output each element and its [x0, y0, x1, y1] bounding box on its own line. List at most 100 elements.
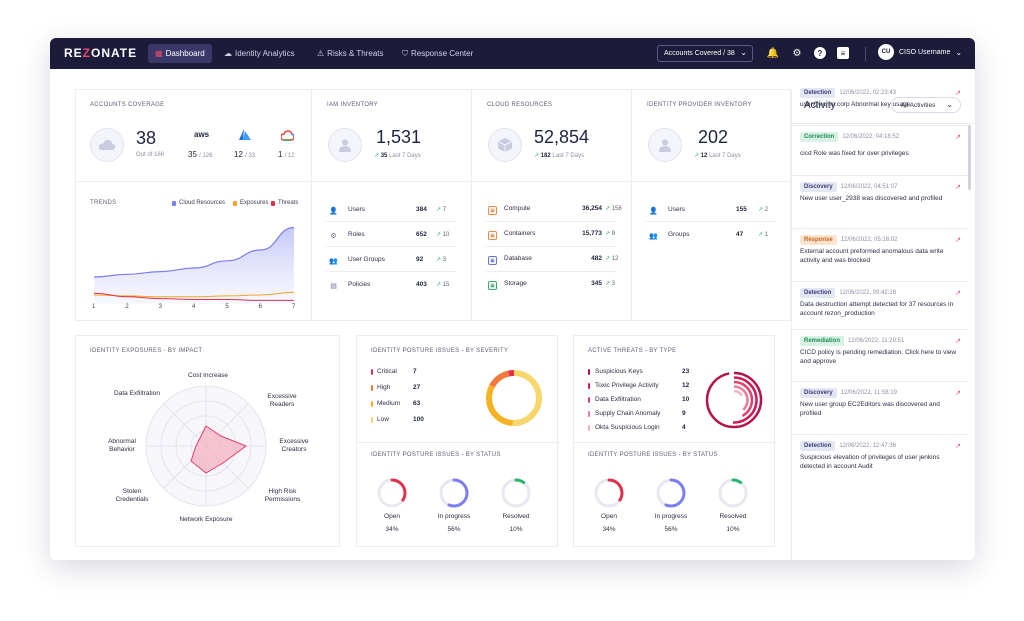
severity-value: 100 — [413, 416, 424, 423]
nav-identity-analytics[interactable]: ☁ Identity Analytics — [224, 49, 295, 58]
severity-donut — [486, 370, 542, 426]
section-title: IAM INVENTORY — [327, 102, 379, 108]
inventory-row-label[interactable]: Containers — [504, 230, 536, 237]
divider — [792, 329, 968, 330]
divider — [486, 221, 616, 222]
inventory-row-value: 47 — [736, 231, 744, 238]
trend-up-icon: ↗ — [694, 153, 700, 159]
donut-segment-critical — [486, 370, 542, 426]
inventory-row-trend: ↗ 158 — [605, 205, 622, 212]
nav-risks-threats[interactable]: ⚠ Risks & Threats — [317, 49, 384, 58]
inventory-row-label[interactable]: Groups — [668, 231, 690, 238]
inventory-row-value: 15,773 — [582, 230, 602, 237]
activity-timestamp: 12/06/2022, 12:47:36 — [839, 443, 897, 449]
section-title: IDENTITY PROVIDER INVENTORY — [647, 102, 752, 108]
external-link-icon[interactable]: ↗ — [955, 184, 961, 191]
status-label[interactable]: Open — [384, 513, 400, 520]
radar-label: High Risk Permissions — [264, 488, 301, 503]
section-title: IDENTITY POSTURE ISSUES - BY STATUS — [371, 452, 501, 458]
activity-item[interactable]: Correction 12/06/2022, 04:18:52 cicd Role … — [800, 132, 960, 159]
inventory-row-label[interactable]: Storage — [504, 280, 527, 287]
inventory-row-label[interactable]: Compute — [504, 205, 531, 212]
activity-timestamp: 12/06/2022, 09:42:28 — [839, 290, 897, 296]
external-link-icon[interactable]: ↗ — [955, 90, 961, 97]
trend-up-icon: ↗ — [374, 153, 380, 159]
inventory-row-label[interactable]: Users — [668, 206, 685, 213]
inventory-row-trend: ↗ 2 — [758, 206, 768, 213]
threat-label[interactable]: Data Exfiltration — [595, 396, 641, 403]
activity-item-header: Detection 12/06/2022, 02:23:43 — [800, 88, 960, 99]
threat-label[interactable]: Supply Chain Anomaly — [595, 410, 661, 417]
external-link-icon[interactable]: ↗ — [955, 237, 961, 244]
status-label[interactable]: In progress — [437, 513, 471, 520]
chevron-down-icon: ⌄ — [946, 100, 953, 109]
resource-icon: ▣ — [488, 256, 497, 265]
threat-label[interactable]: Toxic Privilege Activity — [595, 382, 659, 389]
gear-icon[interactable]: ⚙ — [792, 47, 802, 59]
external-link-icon[interactable]: ↗ — [955, 390, 961, 397]
severity-label[interactable]: High — [377, 384, 391, 391]
activity-item[interactable]: Response 12/06/2022, 05:16:02 External acc… — [800, 235, 960, 266]
help-icon[interactable]: ? — [814, 47, 826, 59]
bell-icon[interactable]: 🔔 — [766, 47, 780, 59]
legend-exposures: Exposures — [233, 200, 268, 206]
activity-filter-select[interactable]: All Activities ⌄ — [891, 97, 961, 113]
inventory-row-label[interactable]: Roles — [348, 231, 365, 238]
activity-text: cicd Role was fixed for over privileges — [800, 150, 909, 158]
severity-label[interactable]: Medium — [377, 400, 401, 407]
x-tick-label: 4 — [192, 304, 196, 310]
activity-item-header: Detection 12/06/2022, 12:47:36 — [800, 441, 960, 452]
user-menu[interactable]: CU CISO Username ⌄ — [878, 44, 962, 60]
external-link-icon[interactable]: ↗ — [955, 134, 961, 141]
threat-label[interactable]: Okta Suspicious Login — [595, 424, 660, 431]
topbar-divider — [865, 47, 866, 61]
document-icon[interactable]: ≡ — [837, 47, 849, 59]
status-label[interactable]: Resolved — [719, 513, 747, 520]
inventory-row-trend: ↗ 7 — [436, 206, 446, 213]
activity-item-header: Remediation 12/06/2022, 11:29:51 — [800, 336, 960, 347]
aws-count: 35 / 126 — [188, 150, 213, 159]
status-percent: 56% — [447, 526, 461, 533]
azure-icon — [239, 128, 251, 146]
x-tick-label: 1 — [92, 304, 96, 310]
threat-value: 10 — [682, 396, 690, 403]
radar-label: Cost Increase — [187, 372, 229, 379]
status-ring-resolved — [501, 478, 531, 508]
activity-item[interactable]: Detection 12/06/2022, 09:42:28 Data destru… — [800, 288, 960, 319]
inventory-row-value: 345 — [591, 280, 602, 287]
threat-value: 12 — [682, 382, 690, 389]
external-link-icon[interactable]: ↗ — [955, 290, 961, 297]
status-label[interactable]: Open — [601, 513, 617, 520]
divider — [486, 271, 616, 272]
nav-dashboard[interactable]: ▦ Dashboard — [148, 44, 212, 63]
activity-item[interactable]: Detection 12/06/2022, 02:23:43 user@acme.c… — [800, 88, 960, 110]
trend-value: 12 — [611, 256, 619, 262]
severity-label[interactable]: Critical — [377, 368, 397, 375]
external-link-icon[interactable]: ↗ — [955, 338, 961, 345]
status-ring-in-progress — [439, 478, 469, 508]
external-link-icon[interactable]: ↗ — [955, 443, 961, 450]
activity-item[interactable]: Detection 12/06/2022, 12:47:36 Suspicious … — [800, 441, 960, 472]
status-percent: 34% — [385, 526, 399, 533]
divider — [792, 123, 975, 124]
status-label[interactable]: Resolved — [502, 513, 530, 520]
nav-response-center[interactable]: ⛉ Response Center — [402, 48, 474, 59]
inventory-row-label[interactable]: Users — [348, 206, 365, 213]
threat-label[interactable]: Suspicious Keys — [595, 368, 643, 375]
severity-value: 27 — [413, 384, 421, 391]
status-label[interactable]: In progress — [654, 513, 688, 520]
inventory-row-label[interactable]: Policies — [348, 281, 371, 288]
accounts-covered-select[interactable]: Accounts Covered / 38 ⌄ — [657, 45, 753, 62]
activity-item[interactable]: Discovery 12/06/2022, 11:58:19 New user gr… — [800, 388, 960, 419]
threat-color-marker — [588, 397, 590, 403]
activity-item[interactable]: Discovery 12/06/2022, 04:51:07 New user us… — [800, 182, 960, 204]
activity-item[interactable]: Remediation 12/06/2022, 11:29:51 CICD poli… — [800, 336, 960, 367]
inventory-row-label[interactable]: User Groups — [348, 256, 385, 263]
severity-label[interactable]: Low — [377, 416, 389, 423]
inventory-row-label[interactable]: Database — [504, 255, 532, 262]
trend-value: 2 — [764, 207, 769, 213]
aws-icon: aws — [194, 130, 210, 139]
brand-logo[interactable]: REZONATE — [64, 46, 138, 60]
scrollbar[interactable] — [968, 125, 971, 190]
app-window: REZONATE ▦ Dashboard ☁ Identity Analytics … — [50, 38, 975, 560]
